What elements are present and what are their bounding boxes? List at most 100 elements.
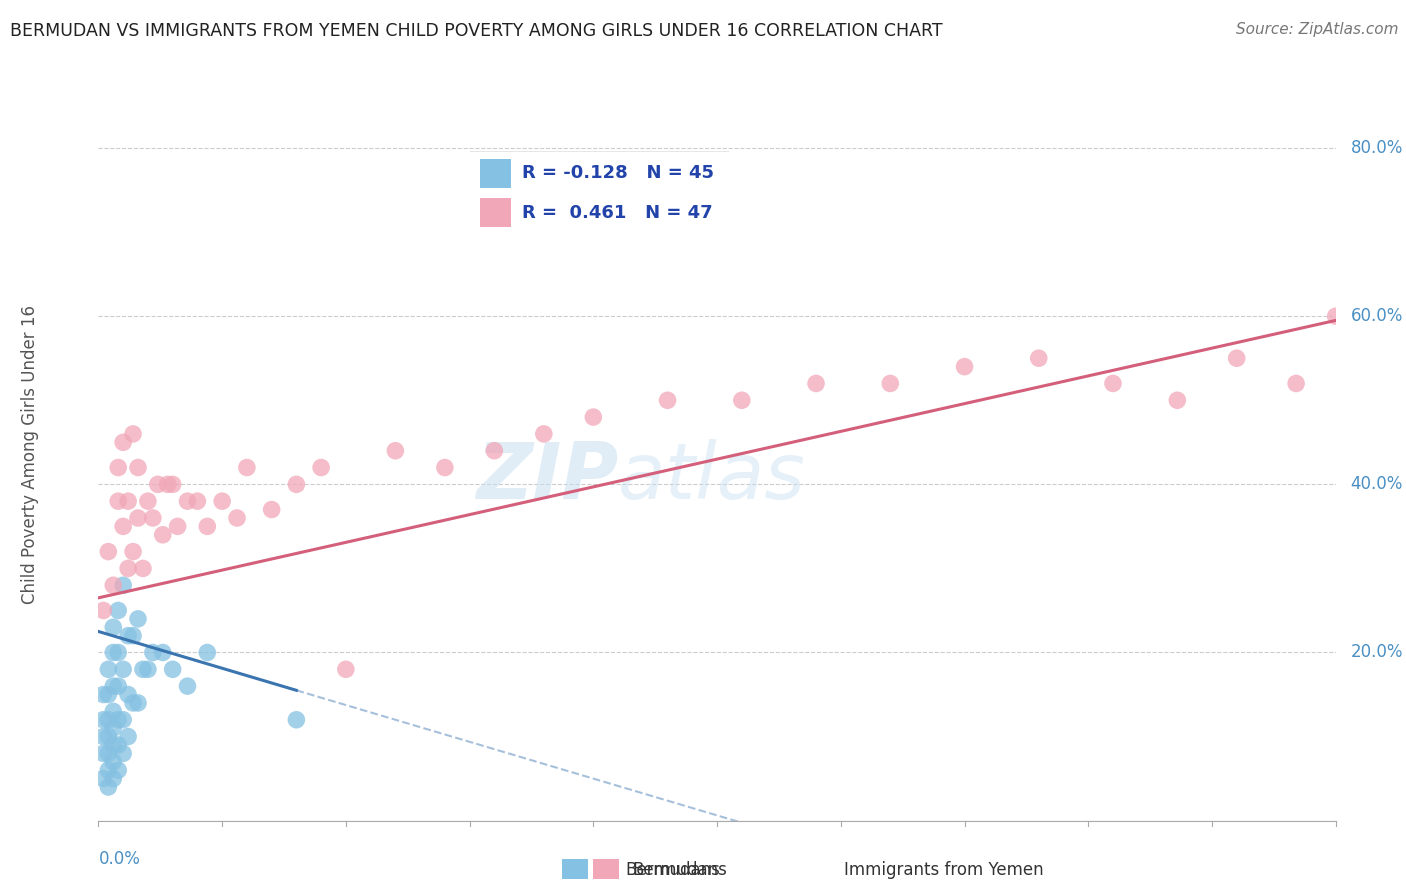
Text: Bermudans: Bermudans — [633, 861, 727, 879]
Point — [112, 578, 135, 592]
Point — [117, 494, 139, 508]
Point — [136, 494, 159, 508]
Point — [107, 645, 129, 659]
Point — [103, 704, 125, 718]
Point — [236, 460, 259, 475]
Point — [1226, 351, 1249, 366]
Point — [112, 713, 135, 727]
Point — [107, 460, 129, 475]
Point — [132, 662, 155, 676]
Point — [103, 578, 125, 592]
Point — [97, 747, 120, 761]
Point — [93, 688, 115, 702]
Point — [156, 477, 179, 491]
Point — [176, 494, 198, 508]
Point — [107, 679, 129, 693]
Point — [112, 519, 135, 533]
Point — [127, 612, 149, 626]
Point — [804, 376, 827, 391]
Point — [97, 780, 120, 794]
Point — [879, 376, 901, 391]
Bar — [479, 159, 512, 187]
Point — [107, 763, 129, 777]
Point — [195, 645, 218, 659]
Point — [162, 477, 184, 491]
Text: Bermudans: Bermudans — [626, 861, 720, 879]
Point — [122, 696, 145, 710]
Point — [484, 443, 506, 458]
Point — [97, 662, 120, 676]
Point — [103, 755, 125, 769]
Point — [127, 511, 149, 525]
Point — [112, 662, 135, 676]
Point — [582, 410, 605, 425]
Point — [1285, 376, 1308, 391]
Point — [657, 393, 679, 408]
Text: ZIP: ZIP — [475, 439, 619, 515]
Point — [107, 603, 129, 617]
Text: 20.0%: 20.0% — [1351, 643, 1403, 662]
Point — [112, 747, 135, 761]
Point — [285, 713, 308, 727]
Point — [142, 645, 165, 659]
Bar — [593, 859, 619, 879]
Point — [93, 747, 115, 761]
Point — [309, 460, 332, 475]
Point — [103, 738, 125, 752]
Point — [152, 645, 174, 659]
Point — [146, 477, 169, 491]
Point — [103, 620, 125, 634]
FancyBboxPatch shape — [467, 151, 733, 236]
Text: 0.0%: 0.0% — [98, 850, 141, 868]
Text: 40.0%: 40.0% — [1351, 475, 1403, 493]
Point — [1102, 376, 1125, 391]
Point — [117, 688, 139, 702]
Point — [384, 443, 406, 458]
Point — [107, 738, 129, 752]
Point — [953, 359, 976, 374]
Point — [103, 645, 125, 659]
Point — [93, 603, 115, 617]
Point — [103, 721, 125, 735]
Text: 60.0%: 60.0% — [1351, 307, 1403, 326]
Point — [152, 528, 174, 542]
Point — [162, 662, 184, 676]
Point — [1324, 309, 1347, 323]
Bar — [562, 859, 588, 879]
Point — [107, 713, 129, 727]
Point — [195, 519, 218, 533]
Point — [433, 460, 456, 475]
Text: Source: ZipAtlas.com: Source: ZipAtlas.com — [1236, 22, 1399, 37]
Point — [97, 730, 120, 744]
Point — [117, 561, 139, 575]
Point — [166, 519, 188, 533]
Point — [103, 679, 125, 693]
Point — [142, 511, 165, 525]
Point — [117, 629, 139, 643]
Point — [136, 662, 159, 676]
Point — [127, 696, 149, 710]
Point — [122, 544, 145, 558]
Text: BERMUDAN VS IMMIGRANTS FROM YEMEN CHILD POVERTY AMONG GIRLS UNDER 16 CORRELATION: BERMUDAN VS IMMIGRANTS FROM YEMEN CHILD … — [10, 22, 942, 40]
Text: R = -0.128   N = 45: R = -0.128 N = 45 — [522, 164, 714, 182]
Point — [97, 544, 120, 558]
Point — [226, 511, 249, 525]
Point — [93, 772, 115, 786]
Point — [731, 393, 754, 408]
Point — [122, 629, 145, 643]
Point — [132, 561, 155, 575]
Text: Immigrants from Yemen: Immigrants from Yemen — [844, 861, 1043, 879]
Point — [103, 772, 125, 786]
Point — [176, 679, 198, 693]
Point — [127, 460, 149, 475]
Point — [97, 688, 120, 702]
Point — [97, 713, 120, 727]
Point — [533, 426, 555, 441]
Point — [285, 477, 308, 491]
Point — [186, 494, 208, 508]
Point — [122, 426, 145, 441]
Point — [97, 763, 120, 777]
Point — [335, 662, 357, 676]
Text: atlas: atlas — [619, 439, 806, 515]
Text: 80.0%: 80.0% — [1351, 139, 1403, 157]
